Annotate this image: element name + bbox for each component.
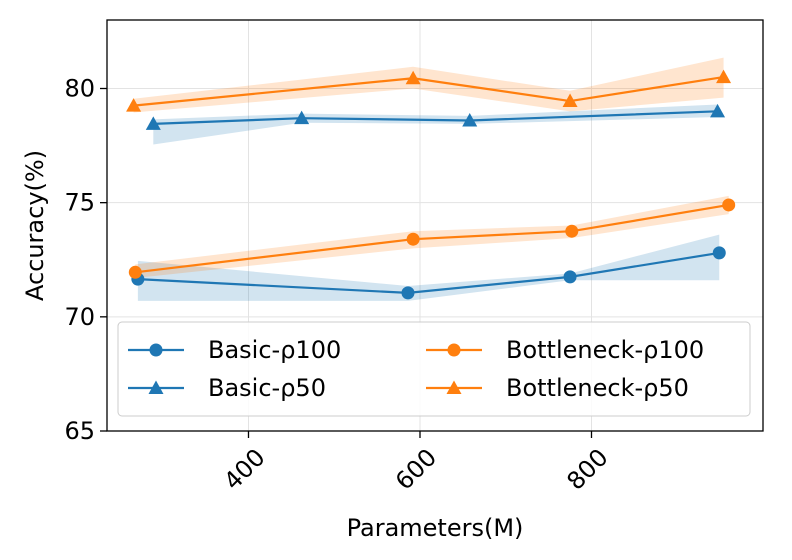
band-bottleneck-50 — [133, 57, 724, 113]
point-basic-100 — [401, 286, 415, 300]
legend-label: Basic-ρ100 — [208, 336, 341, 364]
point-basic-100 — [563, 270, 577, 284]
band-basic-100 — [137, 234, 720, 301]
y-tick-label: 70 — [64, 303, 95, 331]
point-basic-100 — [712, 246, 726, 260]
point-bottleneck-50 — [562, 93, 578, 108]
band-bottleneck-100 — [135, 195, 729, 279]
point-bottleneck-50 — [716, 69, 732, 84]
point-basic-50 — [294, 110, 310, 125]
confidence-bands — [133, 57, 729, 301]
y-axis-title: Accuracy(%) — [21, 150, 49, 301]
point-basic-50 — [462, 112, 478, 127]
legend-marker — [447, 343, 461, 357]
point-bottleneck-50 — [126, 98, 142, 112]
plot-frame — [106, 19, 764, 432]
line-bottleneck-50 — [133, 75, 724, 107]
point-bottleneck-100 — [128, 265, 142, 279]
line-basic-50 — [153, 110, 718, 125]
series-markers — [126, 69, 736, 300]
point-basic-50 — [145, 116, 161, 130]
point-bottleneck-100 — [406, 232, 420, 246]
line-basic-100 — [137, 251, 720, 294]
legend-entry-bottleneck-50: Bottleneck-ρ50 — [426, 374, 689, 402]
point-bottleneck-100 — [722, 198, 736, 212]
point-bottleneck-50 — [405, 70, 421, 85]
legend-marker — [148, 380, 164, 394]
y-tick-label: 75 — [64, 189, 95, 217]
legend-marker — [149, 343, 163, 357]
band-basic-50 — [153, 104, 718, 145]
y-tick-label: 65 — [64, 417, 95, 445]
x-axis-title: Parameters(M) — [347, 514, 524, 542]
legend-label: Bottleneck-ρ100 — [506, 336, 704, 364]
legend-entry-basic-100: Basic-ρ100 — [128, 336, 341, 364]
point-bottleneck-100 — [565, 224, 579, 238]
legend: Basic-ρ100 Basic-ρ50 Bottleneck-ρ100 Bottle… — [117, 321, 751, 417]
point-basic-50 — [710, 103, 726, 118]
legend-entry-basic-50: Basic-ρ50 — [128, 374, 326, 402]
legend-entry-bottleneck-100: Bottleneck-ρ100 — [426, 336, 704, 364]
y-tick-label: 80 — [64, 75, 95, 103]
line-bottleneck-100 — [135, 203, 729, 274]
series-lines — [133, 75, 729, 294]
legend-box — [117, 321, 751, 417]
legend-label: Bottleneck-ρ50 — [506, 374, 689, 402]
legend-label: Basic-ρ50 — [208, 374, 326, 402]
legend-marker — [446, 380, 462, 394]
